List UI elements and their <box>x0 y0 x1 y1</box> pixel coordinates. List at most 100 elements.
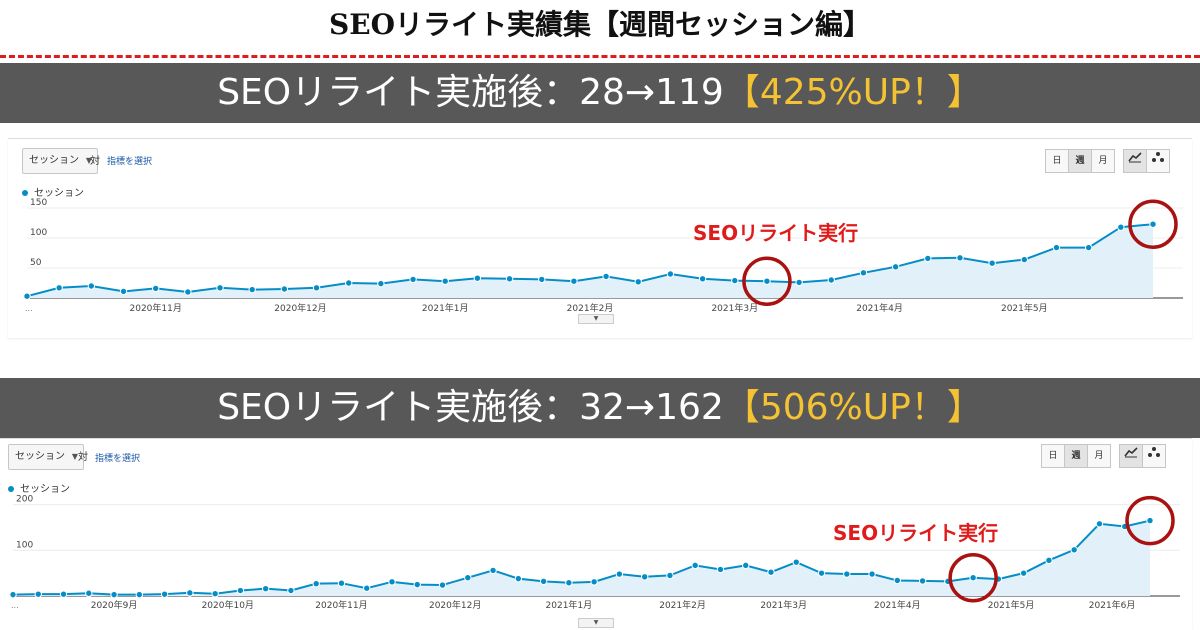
data-point <box>441 277 449 285</box>
data-point <box>615 570 624 578</box>
latest-highlight-circle <box>1125 495 1175 546</box>
banner-2: SEOリライト実施後：32→162【506%UP！】 <box>0 378 1200 438</box>
data-point <box>87 282 96 290</box>
data-point <box>261 584 270 593</box>
metric-select-2-label: セッション <box>15 451 65 462</box>
page-title: SEOリライト実績集【週間セッション編】 <box>329 8 871 41</box>
data-point <box>34 590 42 598</box>
data-point <box>731 276 739 285</box>
data-point <box>666 571 674 580</box>
x-tick-label: 2021年4月 <box>856 302 903 314</box>
data-point <box>287 586 295 595</box>
data-point <box>464 574 472 582</box>
data-point <box>843 570 851 578</box>
data-point <box>602 272 610 281</box>
chart-1-svg: 50 100 150... 2020年11月 2020年12月 2021年1月 2021年2… <box>23 198 1183 314</box>
data-point <box>539 577 548 586</box>
x-tick-label: 2021年2月 <box>567 302 614 314</box>
motion-chart-icon[interactable] <box>1146 149 1170 173</box>
month-button-2[interactable]: 月 <box>1087 444 1111 468</box>
x-first-label: ... <box>25 304 33 313</box>
collapse-toggle-1[interactable]: ▼ <box>578 314 614 324</box>
x-tick-label: 2020年12月 <box>429 599 481 611</box>
collapse-toggle-2[interactable]: ▼ <box>578 618 614 628</box>
data-point <box>409 275 417 284</box>
legend-2: セッション <box>8 480 70 495</box>
data-point <box>969 574 977 582</box>
day-button-2[interactable]: 日 <box>1041 444 1065 468</box>
x-tick-label: 2021年6月 <box>1089 599 1136 611</box>
data-point <box>742 561 750 570</box>
chart-type-group-1 <box>1123 149 1170 173</box>
metric-select-1-label: セッション <box>29 155 79 166</box>
x-tick-label: 2021年1月 <box>546 599 593 611</box>
x-tick-label: 2021年1月 <box>422 302 469 314</box>
data-point <box>59 590 68 598</box>
data-point <box>1146 516 1154 525</box>
banner-1-highlight: 【425%UP！】 <box>723 72 983 113</box>
data-point <box>988 259 996 267</box>
chart-panel-1: セッション ▼ 対 指標を選択 日 週 月 セッション 50 100 150... 2… <box>0 138 1200 338</box>
month-button-1[interactable]: 月 <box>1091 149 1115 173</box>
banner-2-highlight: 【506%UP！】 <box>723 387 983 428</box>
data-point <box>859 269 868 277</box>
legend-1-label: セッション <box>34 188 84 199</box>
rewrite-highlight-circle <box>742 256 792 306</box>
data-point <box>570 277 578 285</box>
rewrite-annotation-1: SEOリライト実行 <box>693 221 859 245</box>
day-button-1[interactable]: 日 <box>1045 149 1069 173</box>
data-point <box>337 579 346 587</box>
data-point <box>918 577 927 585</box>
data-point <box>345 279 353 287</box>
rewrite-highlight-circle <box>948 552 998 603</box>
line-chart-icon[interactable] <box>1119 444 1143 468</box>
pick-metric-link-2[interactable]: 指標を選択 <box>95 454 141 464</box>
data-point <box>473 274 482 282</box>
data-point <box>363 584 371 592</box>
data-point <box>792 558 800 566</box>
chart-type-group-2 <box>1119 444 1166 468</box>
y-tick-label: 200 <box>16 495 33 505</box>
data-point <box>135 590 144 599</box>
x-tick-label: 2021年3月 <box>760 599 807 611</box>
series-line <box>26 223 1154 298</box>
chart-panel-2: セッション ▼ 対 指標を選択 日 週 月 セッション 100 200... 202… <box>0 438 1200 630</box>
data-point <box>691 561 699 570</box>
chevron-down-icon: ▼ <box>71 452 78 461</box>
data-point <box>236 586 245 595</box>
series-area <box>27 224 1153 298</box>
week-button-2[interactable]: 週 <box>1064 444 1088 468</box>
rewrite-annotation-2: SEOリライト実行 <box>833 521 999 545</box>
legend-2-label: セッション <box>20 484 70 495</box>
data-point <box>514 574 523 583</box>
line-chart-icon[interactable] <box>1123 149 1147 173</box>
x-tick-label: 2020年11月 <box>130 302 182 314</box>
pick-metric-link-1[interactable]: 指標を選択 <box>107 157 153 167</box>
data-point <box>1095 520 1104 528</box>
data-point <box>590 578 598 586</box>
x-tick-label: 2021年3月 <box>711 302 758 314</box>
data-point <box>9 590 17 599</box>
latest-highlight-circle <box>1128 199 1178 249</box>
x-tick-label: 2021年5月 <box>1001 302 1048 314</box>
series-area <box>13 520 1150 596</box>
data-point <box>160 590 169 598</box>
motion-chart-icon[interactable] <box>1142 444 1166 468</box>
week-button-1[interactable]: 週 <box>1068 149 1092 173</box>
data-point <box>377 279 385 288</box>
data-point <box>1019 569 1028 577</box>
data-point <box>666 270 675 278</box>
metric-select-1[interactable]: セッション ▼ <box>22 148 98 174</box>
chevron-down-icon: ▼ <box>85 156 92 165</box>
data-point <box>891 263 900 271</box>
metric-select-2[interactable]: セッション ▼ <box>8 444 84 470</box>
data-point <box>85 589 93 597</box>
data-point <box>55 284 63 292</box>
data-point <box>827 276 835 284</box>
data-point <box>538 275 546 284</box>
series-line <box>12 519 1151 596</box>
data-point <box>312 284 321 292</box>
chart-2-svg: 100 200... 2020年9月 2020年10月 2020年11月 2020年12月… <box>9 495 1180 611</box>
data-point <box>505 275 514 283</box>
data-point <box>1052 243 1061 252</box>
